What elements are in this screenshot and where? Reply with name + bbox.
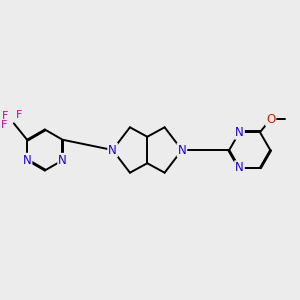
- Text: N: N: [108, 143, 117, 157]
- Text: N: N: [178, 143, 186, 157]
- Text: N: N: [235, 161, 244, 174]
- Text: N: N: [235, 126, 244, 139]
- Text: F: F: [16, 110, 23, 119]
- Text: F: F: [1, 120, 8, 130]
- Text: N: N: [58, 154, 67, 167]
- Text: N: N: [23, 154, 32, 167]
- Text: O: O: [266, 112, 275, 125]
- Text: F: F: [2, 111, 8, 121]
